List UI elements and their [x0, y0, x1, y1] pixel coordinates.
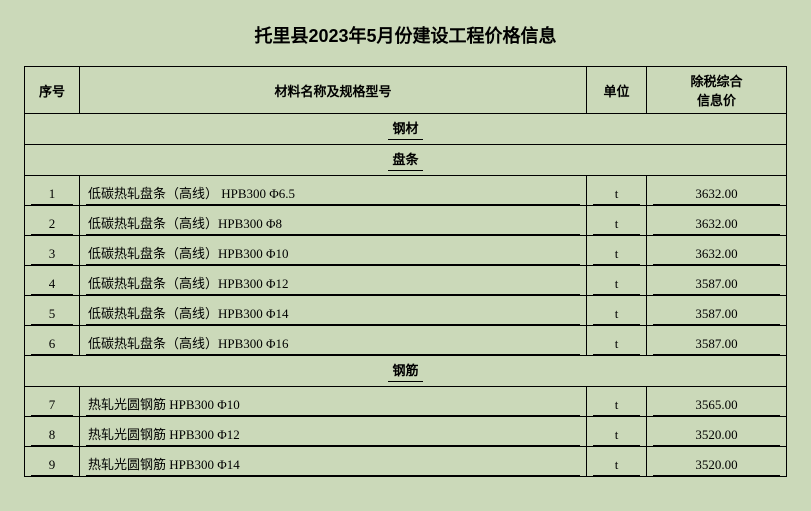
cell-seq: 5: [25, 296, 80, 326]
cell-price: 3587.00: [647, 296, 787, 326]
cell-unit: t: [587, 206, 647, 236]
cell-seq: 2: [25, 206, 80, 236]
section-label: 盘条: [25, 145, 787, 176]
cell-price: 3587.00: [647, 326, 787, 356]
table-row: 9热轧光圆钢筋 HPB300 Φ14t3520.00: [25, 447, 787, 477]
section-label: 钢筋: [25, 356, 787, 387]
section-label: 钢材: [25, 114, 787, 145]
cell-seq: 8: [25, 417, 80, 447]
cell-name: 低碳热轧盘条（高线） HPB300 Φ6.5: [80, 176, 587, 206]
price-table: 序号 材料名称及规格型号 单位 除税综合信息价 钢材盘条1低碳热轧盘条（高线） …: [24, 66, 787, 477]
cell-name: 低碳热轧盘条（高线）HPB300 Φ12: [80, 266, 587, 296]
section-row: 盘条: [25, 145, 787, 176]
table-row: 2低碳热轧盘条（高线）HPB300 Φ8t3632.00: [25, 206, 787, 236]
table-row: 4低碳热轧盘条（高线）HPB300 Φ12t3587.00: [25, 266, 787, 296]
cell-price: 3565.00: [647, 387, 787, 417]
col-unit: 单位: [587, 67, 647, 114]
cell-seq: 1: [25, 176, 80, 206]
table-row: 1低碳热轧盘条（高线） HPB300 Φ6.5t3632.00: [25, 176, 787, 206]
col-price: 除税综合信息价: [647, 67, 787, 114]
table-row: 7热轧光圆钢筋 HPB300 Φ10t3565.00: [25, 387, 787, 417]
cell-seq: 6: [25, 326, 80, 356]
col-seq: 序号: [25, 67, 80, 114]
cell-price: 3632.00: [647, 236, 787, 266]
col-name: 材料名称及规格型号: [80, 67, 587, 114]
cell-unit: t: [587, 176, 647, 206]
cell-seq: 3: [25, 236, 80, 266]
cell-price: 3520.00: [647, 447, 787, 477]
cell-unit: t: [587, 417, 647, 447]
page-title: 托里县2023年5月份建设工程价格信息: [24, 22, 787, 48]
cell-price: 3632.00: [647, 206, 787, 236]
section-row: 钢筋: [25, 356, 787, 387]
cell-price: 3520.00: [647, 417, 787, 447]
cell-seq: 7: [25, 387, 80, 417]
cell-price: 3632.00: [647, 176, 787, 206]
cell-name: 热轧光圆钢筋 HPB300 Φ10: [80, 387, 587, 417]
cell-name: 低碳热轧盘条（高线）HPB300 Φ16: [80, 326, 587, 356]
cell-unit: t: [587, 236, 647, 266]
cell-name: 热轧光圆钢筋 HPB300 Φ12: [80, 417, 587, 447]
cell-name: 热轧光圆钢筋 HPB300 Φ14: [80, 447, 587, 477]
cell-name: 低碳热轧盘条（高线）HPB300 Φ10: [80, 236, 587, 266]
cell-seq: 4: [25, 266, 80, 296]
section-row: 钢材: [25, 114, 787, 145]
table-header-row: 序号 材料名称及规格型号 单位 除税综合信息价: [25, 67, 787, 114]
cell-seq: 9: [25, 447, 80, 477]
cell-unit: t: [587, 447, 647, 477]
table-row: 8热轧光圆钢筋 HPB300 Φ12t3520.00: [25, 417, 787, 447]
cell-name: 低碳热轧盘条（高线）HPB300 Φ14: [80, 296, 587, 326]
cell-unit: t: [587, 266, 647, 296]
table-row: 5低碳热轧盘条（高线）HPB300 Φ14t3587.00: [25, 296, 787, 326]
cell-name: 低碳热轧盘条（高线）HPB300 Φ8: [80, 206, 587, 236]
cell-price: 3587.00: [647, 266, 787, 296]
table-row: 6低碳热轧盘条（高线）HPB300 Φ16t3587.00: [25, 326, 787, 356]
table-row: 3低碳热轧盘条（高线）HPB300 Φ10t3632.00: [25, 236, 787, 266]
cell-unit: t: [587, 326, 647, 356]
cell-unit: t: [587, 296, 647, 326]
cell-unit: t: [587, 387, 647, 417]
